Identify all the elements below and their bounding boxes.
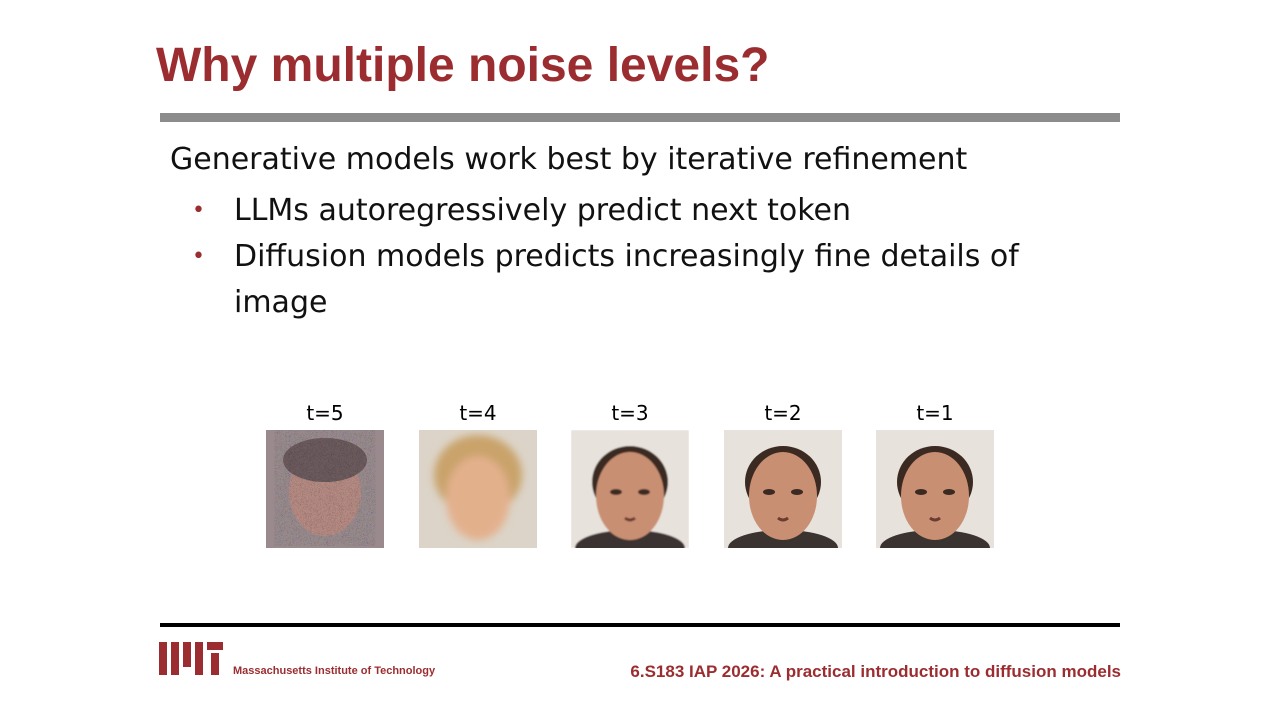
bullet-list: LLMs autoregressively predict next token… [192, 188, 1052, 326]
caption: t=3 [611, 401, 648, 425]
intro-text: Generative models work best by iterative… [170, 142, 968, 177]
bullet: LLMs autoregressively predict next token [192, 188, 1052, 234]
caption: t=4 [459, 401, 496, 425]
image-t2 [724, 430, 842, 548]
image-t1 [876, 430, 994, 548]
mit-logo [159, 642, 223, 675]
course-title: 6.S183 IAP 2026: A practical introductio… [630, 662, 1121, 681]
title-bar [160, 113, 1120, 122]
institution: Massachusetts Institute of Technology [233, 665, 436, 677]
image-t3 [571, 430, 689, 548]
caption: t=5 [306, 401, 343, 425]
image-t5 [266, 430, 384, 548]
caption: t=2 [764, 401, 801, 425]
footer-line [160, 623, 1120, 627]
bullet: Diffusion models predicts increasingly f… [192, 234, 1052, 326]
caption: t=1 [916, 401, 953, 425]
slide-title: Why multiple noise levels? [156, 39, 770, 92]
image-t4 [419, 430, 537, 548]
